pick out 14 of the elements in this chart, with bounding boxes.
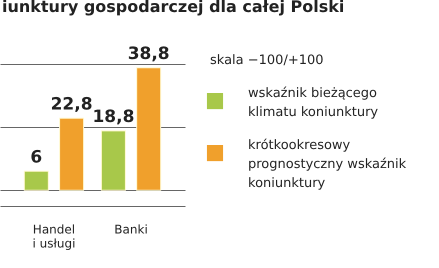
bar xyxy=(59,118,84,191)
x-tick-label: Handel i usługi xyxy=(32,222,76,250)
data-label: 6 xyxy=(30,147,42,168)
data-label: 22,8 xyxy=(50,94,93,114)
x-tick-label: Banki xyxy=(114,222,148,236)
data-label: 18,8 xyxy=(92,106,134,127)
bar xyxy=(136,67,162,191)
bar xyxy=(100,130,126,191)
bar xyxy=(24,170,49,191)
data-label: 38,8 xyxy=(128,44,170,64)
legend-label: krótkookresowy prognostyczny wskaźnik koniunktury xyxy=(248,138,407,191)
legend-label: wskaźnik bieżącego klimatu koniunktury xyxy=(248,86,378,120)
text: skala −100/+100 xyxy=(210,53,324,68)
chart-title: iunktury gospodarczej dla całej Polski xyxy=(2,0,344,16)
